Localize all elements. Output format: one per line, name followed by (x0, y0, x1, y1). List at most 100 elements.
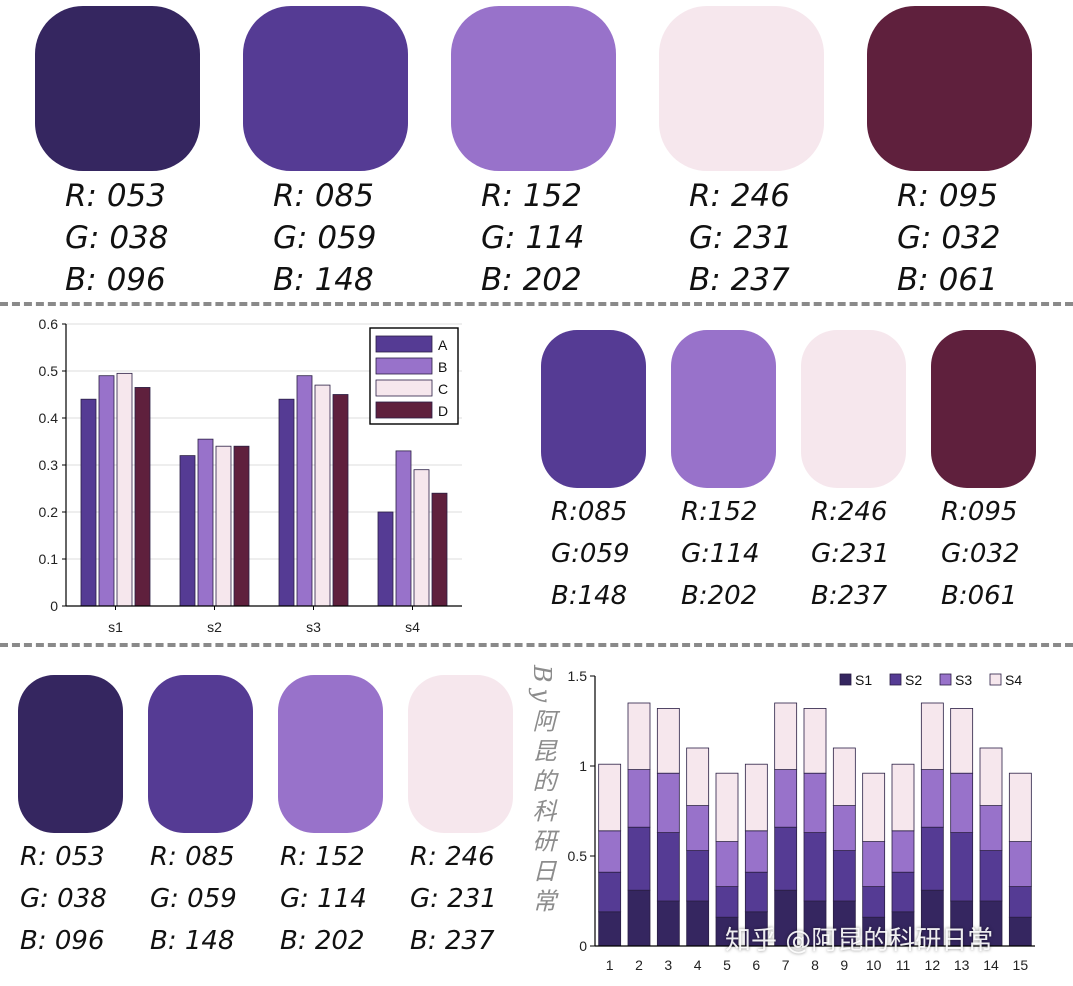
stack-segment-S2 (774, 826, 798, 891)
y-tick-label: 0.6 (39, 316, 59, 332)
rgb-values: R:095 G:032 B:061 (941, 497, 1020, 623)
stack-segment-S2 (715, 886, 739, 918)
legend-swatch-C (375, 379, 433, 397)
stack-segment-S4 (920, 702, 944, 770)
stack-segment-S4 (598, 763, 622, 832)
rgb-values: R: 095 G: 032 B: 061 (897, 178, 1001, 304)
stack-segment-S3 (1008, 841, 1032, 888)
stack-segment-S3 (627, 769, 651, 828)
stack-segment-S4 (803, 708, 827, 774)
rgb-b-value: B: 237 (689, 262, 790, 298)
y-tick-label: 0.5 (39, 363, 59, 379)
rgb-g-value: G: 114 (481, 220, 585, 256)
x-tick-label: 4 (694, 957, 702, 973)
x-tick-label: 9 (840, 957, 848, 973)
legend-label: A (438, 337, 448, 353)
rgb-b-value: B: 202 (280, 926, 365, 956)
stack-segment-S2 (627, 826, 651, 891)
bar-C (116, 372, 133, 607)
rgb-values: R:246 G:231 B:237 (811, 497, 890, 623)
x-tick-label: 7 (782, 957, 790, 973)
stack-segment-S4 (862, 772, 886, 842)
rgb-r-value: R: 095 (897, 178, 999, 214)
legend-label: S4 (1005, 672, 1022, 688)
color-swatch (801, 330, 906, 488)
bar-A (278, 398, 295, 607)
color-swatch (18, 675, 123, 833)
stack-segment-S3 (979, 805, 1003, 852)
x-tick-label: 1 (606, 957, 614, 973)
stack-segment-S3 (656, 772, 680, 833)
stack-segment-S3 (598, 830, 622, 873)
rgb-g-value: G: 231 (689, 220, 793, 256)
legend-swatch-S2 (889, 673, 902, 686)
x-tick-label: 8 (811, 957, 819, 973)
rgb-r-value: R:085 (551, 497, 628, 527)
rgb-values: R:152 G:114 B:202 (681, 497, 760, 623)
x-tick-label: 5 (723, 957, 731, 973)
rgb-r-value: R: 152 (481, 178, 583, 214)
y-tick-label: 0 (50, 598, 58, 614)
rgb-values: R: 053 G: 038 B: 096 (20, 842, 107, 968)
stack-segment-S1 (598, 911, 622, 947)
y-tick-label: 1.5 (568, 668, 588, 684)
x-tick-label: s2 (207, 619, 222, 635)
y-tick-label: 0.4 (39, 410, 59, 426)
y-tick-label: 0.2 (39, 504, 59, 520)
rgb-values: R: 152 G: 114 B: 202 (481, 178, 585, 304)
legend-swatch-S1 (839, 673, 852, 686)
x-tick-label: 6 (752, 957, 760, 973)
stack-segment-S2 (656, 832, 680, 902)
legend-swatch-D (375, 401, 433, 419)
rgb-g-value: G: 032 (897, 220, 1001, 256)
x-tick-label: 14 (983, 957, 999, 973)
rgb-g-value: G: 231 (410, 884, 497, 914)
stack-segment-S4 (832, 747, 856, 806)
rgb-values: R: 152 G: 114 B: 202 (280, 842, 367, 968)
rgb-g-value: G:114 (681, 539, 760, 569)
y-tick-label: 0.5 (568, 848, 588, 864)
rgb-b-value: B: 061 (897, 262, 998, 298)
bar-C (215, 445, 232, 607)
stack-segment-S3 (715, 841, 739, 888)
side-watermark: By阿昆的科研日常 (528, 665, 556, 919)
rgb-r-value: R: 053 (20, 842, 105, 872)
stack-segment-S4 (891, 763, 915, 832)
color-swatch (278, 675, 383, 833)
color-swatch (931, 330, 1036, 488)
stack-segment-S2 (832, 850, 856, 902)
bar-D (134, 387, 151, 607)
stack-segment-S3 (950, 772, 974, 833)
x-tick-label: 10 (866, 957, 882, 973)
color-swatch (408, 675, 513, 833)
rgb-values: R: 053 G: 038 B: 096 (65, 178, 169, 304)
stack-segment-S3 (686, 805, 710, 852)
stack-segment-S2 (950, 832, 974, 902)
dashed-divider (0, 302, 1073, 306)
bar-A (377, 511, 394, 607)
x-tick-label: 3 (664, 957, 672, 973)
y-tick-label: 0.1 (39, 551, 59, 567)
color-swatch (659, 6, 824, 171)
x-tick-label: s4 (405, 619, 420, 635)
stack-segment-S1 (1008, 916, 1032, 947)
stack-segment-S2 (891, 871, 915, 913)
bar-C (314, 384, 331, 607)
stack-segment-S1 (627, 889, 651, 947)
rgb-b-value: B: 148 (273, 262, 374, 298)
bar-B (98, 375, 115, 607)
rgb-b-value: B: 096 (65, 262, 166, 298)
stack-segment-S2 (686, 850, 710, 902)
stack-segment-S3 (803, 772, 827, 833)
rgb-r-value: R: 246 (410, 842, 495, 872)
stack-segment-S3 (774, 769, 798, 828)
rgb-g-value: G: 114 (280, 884, 367, 914)
legend-label: S1 (855, 672, 872, 688)
rgb-g-value: G: 038 (20, 884, 107, 914)
stack-segment-S4 (715, 772, 739, 842)
bar-A (80, 398, 97, 607)
x-tick-label: 2 (635, 957, 643, 973)
bar-D (332, 394, 349, 607)
x-tick-label: 11 (896, 957, 911, 973)
